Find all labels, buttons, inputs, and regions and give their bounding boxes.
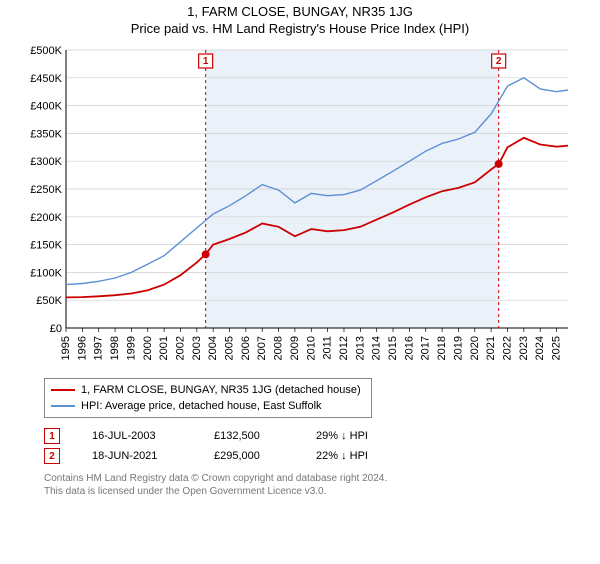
svg-text:2006: 2006 [240, 336, 252, 360]
svg-text:2022: 2022 [501, 336, 513, 360]
svg-text:1: 1 [203, 56, 209, 67]
svg-text:£250K: £250K [30, 184, 62, 196]
svg-text:2016: 2016 [403, 336, 415, 360]
svg-text:£300K: £300K [30, 156, 62, 168]
svg-text:£400K: £400K [30, 101, 62, 113]
sale-price: £295,000 [214, 450, 284, 462]
svg-text:2009: 2009 [289, 336, 301, 360]
footer-line: Contains HM Land Registry data © Crown c… [44, 472, 600, 485]
page-title: 1, FARM CLOSE, BUNGAY, NR35 1JG [0, 4, 600, 19]
svg-text:2020: 2020 [469, 336, 481, 360]
svg-text:2017: 2017 [420, 336, 432, 360]
svg-text:2001: 2001 [158, 336, 170, 360]
svg-text:£500K: £500K [30, 45, 62, 57]
svg-text:2019: 2019 [452, 336, 464, 360]
svg-text:2012: 2012 [338, 336, 350, 360]
sale-marker-icon: 1 [44, 428, 60, 444]
svg-text:2011: 2011 [322, 336, 334, 360]
svg-text:£50K: £50K [36, 295, 62, 307]
page-subtitle: Price paid vs. HM Land Registry's House … [0, 21, 600, 36]
svg-text:1999: 1999 [125, 336, 137, 360]
svg-text:2002: 2002 [174, 336, 186, 360]
svg-text:2024: 2024 [534, 336, 546, 360]
sale-marker-icon: 2 [44, 448, 60, 464]
svg-text:1995: 1995 [60, 336, 72, 360]
sale-price: £132,500 [214, 430, 284, 442]
svg-text:2025: 2025 [551, 336, 563, 360]
svg-text:2010: 2010 [305, 336, 317, 360]
svg-text:1996: 1996 [76, 336, 88, 360]
svg-text:2: 2 [496, 56, 502, 67]
footer-line: This data is licensed under the Open Gov… [44, 485, 600, 498]
svg-text:2004: 2004 [207, 336, 219, 360]
svg-text:2008: 2008 [273, 336, 285, 360]
svg-text:£0: £0 [50, 323, 62, 335]
svg-text:2018: 2018 [436, 336, 448, 360]
price-hpi-chart: £0 £50K £100K £150K £200K £250K £300K £350K £400… [20, 42, 580, 372]
svg-text:2007: 2007 [256, 336, 268, 360]
sale-date: 18-JUN-2021 [92, 450, 182, 462]
svg-text:2013: 2013 [354, 336, 366, 360]
sale-date: 16-JUL-2003 [92, 430, 182, 442]
svg-text:2023: 2023 [518, 336, 530, 360]
svg-text:£150K: £150K [30, 240, 62, 252]
svg-text:£450K: £450K [30, 73, 62, 85]
sale-delta: 22% ↓ HPI [316, 450, 368, 462]
svg-text:2014: 2014 [371, 336, 383, 360]
legend-label: HPI: Average price, detached house, East… [81, 398, 322, 414]
legend-item: HPI: Average price, detached house, East… [51, 398, 361, 414]
svg-text:£350K: £350K [30, 128, 62, 140]
svg-text:2000: 2000 [142, 336, 154, 360]
legend-item: 1, FARM CLOSE, BUNGAY, NR35 1JG (detache… [51, 382, 361, 398]
svg-text:2021: 2021 [485, 336, 497, 360]
sale-row: 2 18-JUN-2021 £295,000 22% ↓ HPI [44, 446, 600, 466]
svg-text:2003: 2003 [191, 336, 203, 360]
sale-row: 1 16-JUL-2003 £132,500 29% ↓ HPI [44, 426, 600, 446]
sales-table: 1 16-JUL-2003 £132,500 29% ↓ HPI 2 18-JU… [44, 426, 600, 466]
svg-text:£100K: £100K [30, 267, 62, 279]
chart-legend: 1, FARM CLOSE, BUNGAY, NR35 1JG (detache… [44, 378, 372, 418]
svg-text:£200K: £200K [30, 212, 62, 224]
legend-label: 1, FARM CLOSE, BUNGAY, NR35 1JG (detache… [81, 382, 361, 398]
svg-text:1997: 1997 [93, 336, 105, 360]
svg-text:2005: 2005 [224, 336, 236, 360]
svg-text:1998: 1998 [109, 336, 121, 360]
attribution-footer: Contains HM Land Registry data © Crown c… [44, 472, 600, 498]
sale-delta: 29% ↓ HPI [316, 430, 368, 442]
svg-text:2015: 2015 [387, 336, 399, 360]
